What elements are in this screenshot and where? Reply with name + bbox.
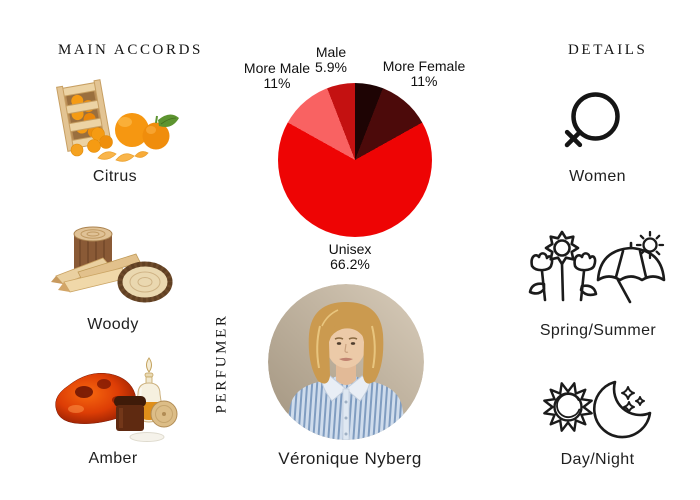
main-accords-heading: MAIN ACCORDS xyxy=(58,42,203,58)
accord-label-woody: Woody xyxy=(87,316,139,333)
detail-label-women: Women xyxy=(569,168,626,185)
pie-label-more-female-pct: 11% xyxy=(410,73,438,89)
pie-label-more-male: More Male 11% xyxy=(244,61,310,91)
accord-label-amber: Amber xyxy=(88,450,138,467)
pie-label-more-female: More Female 11% xyxy=(383,59,465,89)
perfumer-heading: PERFUMER xyxy=(213,313,230,414)
amber-accord-image xyxy=(55,357,178,442)
pie-label-male-pct: 5.9% xyxy=(315,59,347,75)
woody-accord-image xyxy=(51,226,173,303)
pie-label-more-male-pct: 11% xyxy=(263,75,291,91)
detail-label-spring-summer: Spring/Summer xyxy=(539,322,657,339)
pie-label-unisex: Unisex 66.2% xyxy=(329,242,372,272)
pie-label-unisex-pct: 66.2% xyxy=(330,256,370,272)
details-heading: DETAILS xyxy=(568,42,648,58)
female-symbol-icon xyxy=(564,92,620,148)
pie-label-more-male-name: More Male xyxy=(243,60,311,76)
accord-label-citrus: Citrus xyxy=(92,168,138,185)
flowers-umbrella-sun-icon xyxy=(528,230,666,304)
citrus-accord-image xyxy=(56,79,179,162)
sun-moon-stars-icon xyxy=(543,380,652,439)
gender-pie-chart xyxy=(278,83,432,237)
pie-label-male: Male 5.9% xyxy=(315,45,347,75)
perfumer-name: Véronique Nyberg xyxy=(278,449,422,468)
pie-label-unisex-name: Unisex xyxy=(328,241,372,257)
pie-label-more-female-name: More Female xyxy=(382,58,466,74)
pie-label-male-name: Male xyxy=(315,44,347,60)
perfumer-photo xyxy=(268,284,424,440)
perfumer-portrait-illustration xyxy=(268,284,424,440)
detail-label-day-night: Day/Night xyxy=(560,451,635,468)
